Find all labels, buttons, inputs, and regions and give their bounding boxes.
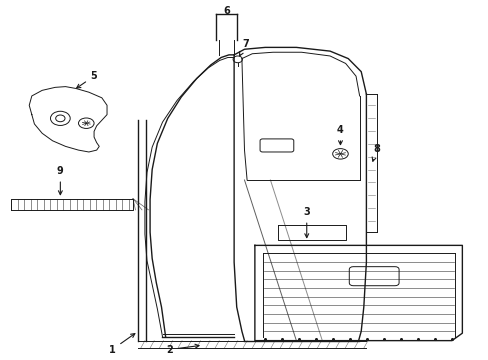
Ellipse shape: [56, 115, 65, 122]
Text: 2: 2: [165, 344, 199, 355]
Text: 4: 4: [336, 125, 343, 145]
Ellipse shape: [332, 149, 347, 159]
Ellipse shape: [79, 118, 94, 129]
Text: 1: 1: [109, 334, 135, 355]
Text: 5: 5: [77, 71, 97, 88]
FancyBboxPatch shape: [348, 267, 398, 286]
FancyBboxPatch shape: [260, 139, 293, 152]
Text: 9: 9: [57, 166, 63, 195]
Text: 8: 8: [371, 144, 380, 161]
Text: 6: 6: [223, 6, 229, 16]
Text: 3: 3: [303, 207, 309, 238]
Ellipse shape: [233, 56, 242, 63]
Text: 7: 7: [239, 39, 248, 56]
Ellipse shape: [50, 111, 70, 126]
